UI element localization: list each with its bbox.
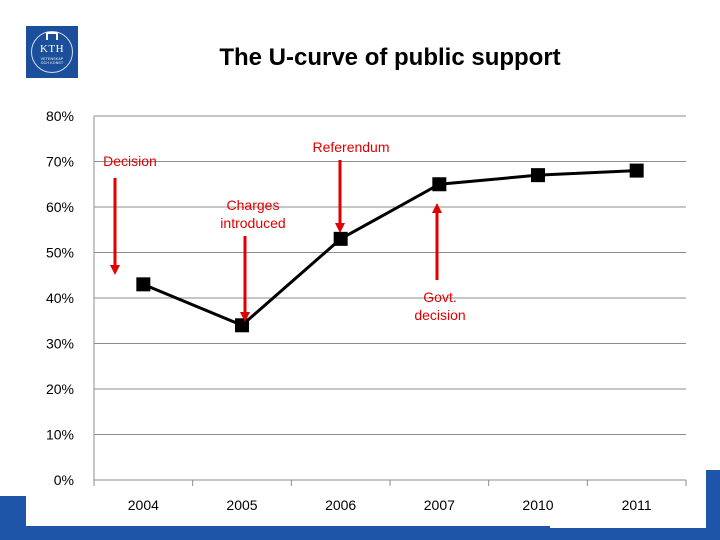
annotation-label-line: introduced <box>220 215 285 231</box>
series-line <box>143 171 636 326</box>
data-point <box>432 177 446 191</box>
annotation-label-line: Govt. <box>423 289 456 305</box>
annotation-label: Referendum <box>312 139 389 155</box>
data-point <box>334 232 348 246</box>
data-point <box>630 164 644 178</box>
x-tick-label: 2006 <box>325 497 356 513</box>
y-tick-label: 10% <box>46 427 74 443</box>
annotation-label: Decision <box>103 153 157 169</box>
annotation-label-line: decision <box>414 307 465 323</box>
annotation-label-line: Referendum <box>312 139 389 155</box>
x-tick-label: 2005 <box>226 497 257 513</box>
annotation-label: Charges introduced <box>220 197 285 231</box>
y-tick-label: 20% <box>46 381 74 397</box>
data-point <box>136 277 150 291</box>
x-tick-label: 2007 <box>424 497 455 513</box>
annotation-label-line: Charges <box>227 197 280 213</box>
y-tick-label: 40% <box>46 290 74 306</box>
y-tick-label: 70% <box>46 154 74 170</box>
annotation-label: Govt. decision <box>414 289 465 323</box>
x-tick-label: 2011 <box>622 497 652 513</box>
annotation-label-line: Decision <box>103 153 157 169</box>
y-tick-label: 80% <box>46 108 74 124</box>
y-tick-label: 50% <box>46 245 74 261</box>
x-tick-label: 2004 <box>128 497 159 513</box>
x-tick-label: 2010 <box>522 497 553 513</box>
data-point <box>235 318 249 332</box>
data-point <box>531 168 545 182</box>
y-tick-label: 0% <box>54 472 74 488</box>
y-tick-label: 30% <box>46 336 74 352</box>
y-tick-label: 60% <box>46 199 74 215</box>
